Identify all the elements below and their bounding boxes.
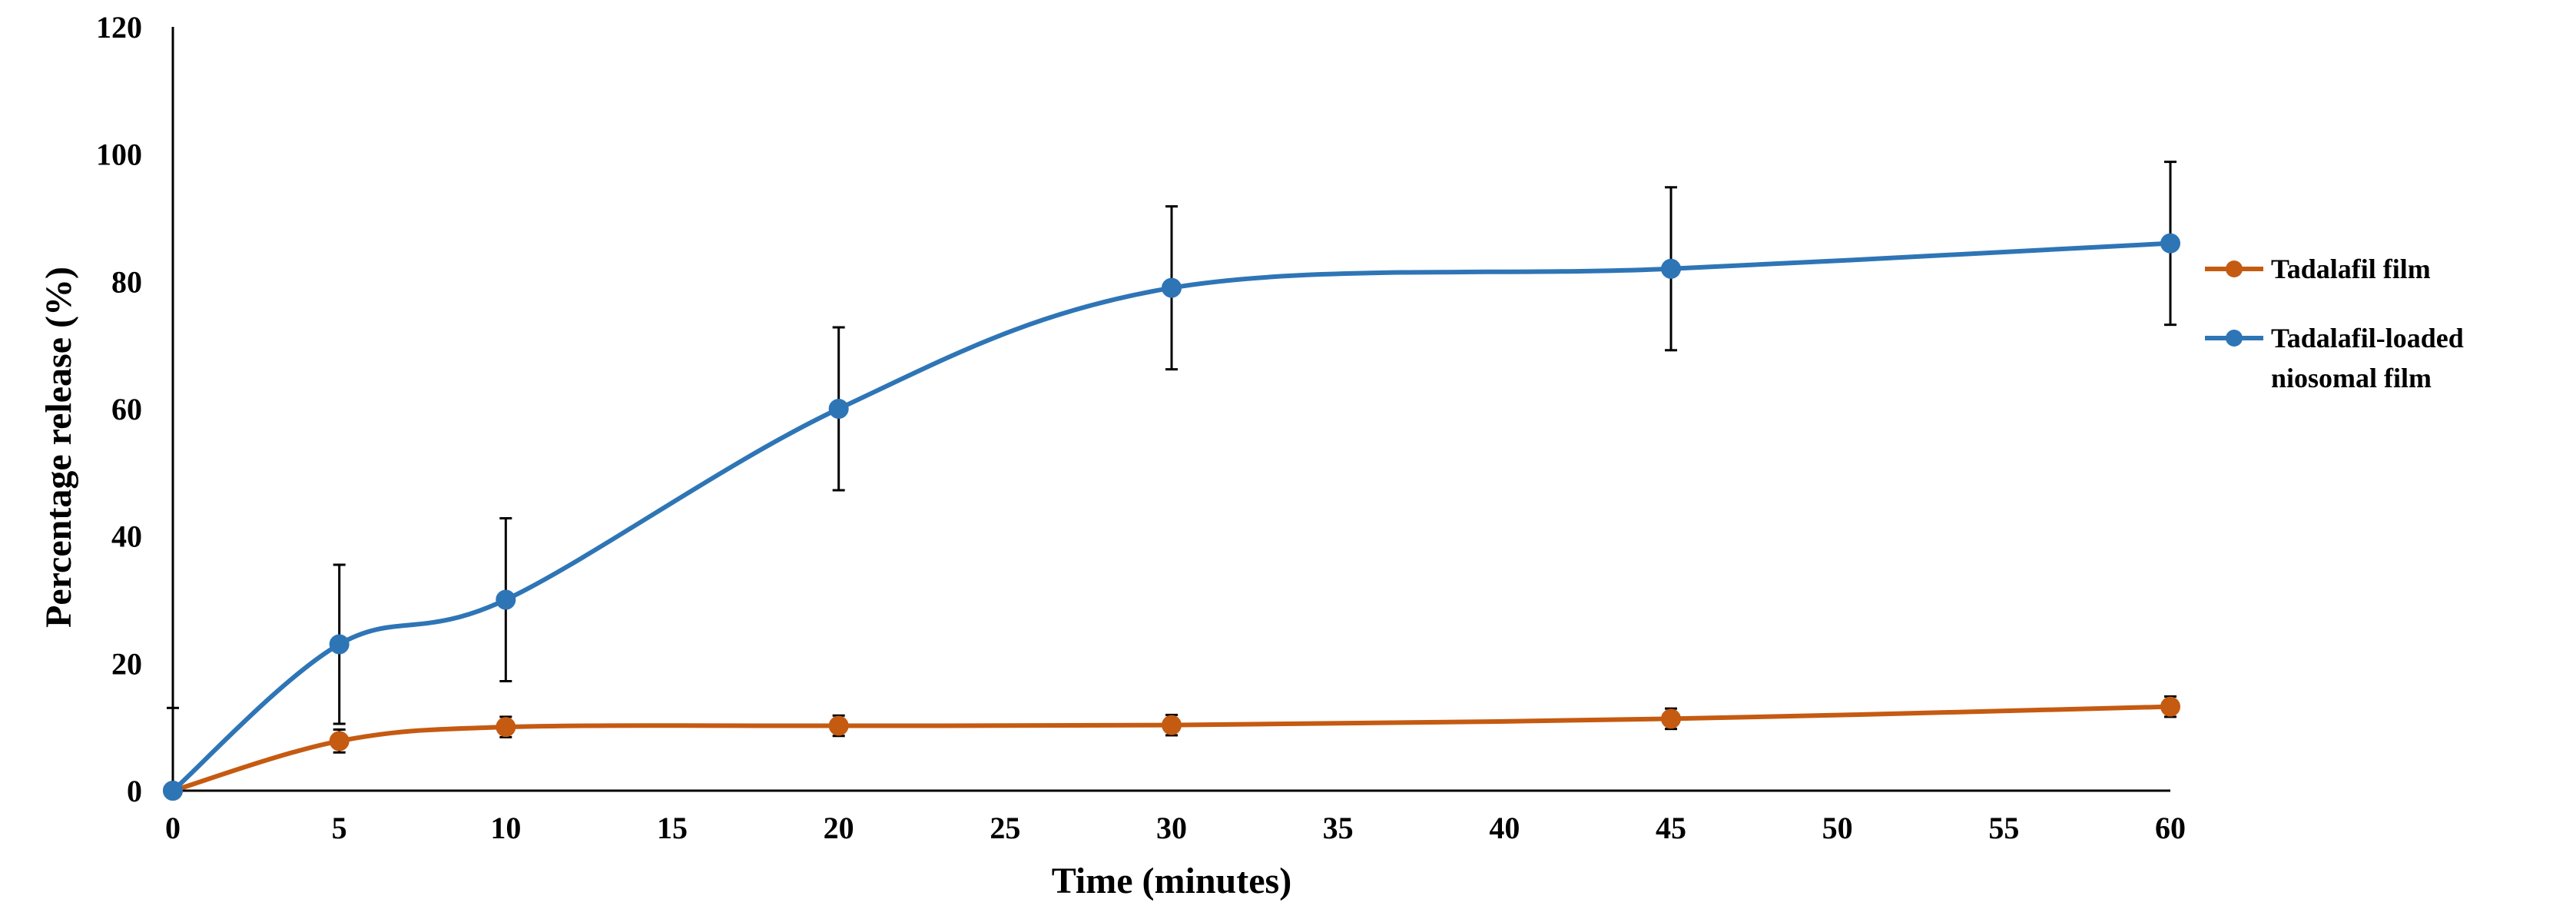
x-tick-label: 20 bbox=[824, 811, 854, 845]
legend-marker bbox=[2226, 260, 2243, 277]
x-tick-label: 40 bbox=[1489, 811, 1520, 845]
series-group bbox=[163, 695, 2180, 801]
y-tick-label: 80 bbox=[111, 264, 142, 299]
series-line bbox=[172, 704, 2171, 793]
axes bbox=[171, 27, 2170, 792]
data-point bbox=[496, 589, 516, 610]
legend-label: Tadalafil-loaded bbox=[2271, 323, 2464, 353]
y-tick-label: 0 bbox=[127, 774, 142, 808]
series-layer bbox=[163, 161, 2180, 801]
x-tick-label: 25 bbox=[990, 811, 1020, 845]
data-point bbox=[828, 399, 849, 419]
tick-labels: 0 20 40 60 80 100 120 0 5 10 15 20 25 30 35 40 45 50 55 60 bbox=[96, 10, 2186, 845]
data-point bbox=[329, 731, 350, 751]
y-tick-label: 40 bbox=[111, 519, 142, 554]
data-point bbox=[496, 717, 516, 738]
y-tick-label: 60 bbox=[111, 392, 142, 426]
legend-label: niosomal film bbox=[2271, 363, 2432, 393]
x-tick-label: 15 bbox=[657, 811, 688, 845]
legend-label: Tadalafil film bbox=[2271, 254, 2431, 284]
legend: Tadalafil film Tadalafil-loaded niosomal f… bbox=[2205, 254, 2464, 393]
series-group bbox=[163, 161, 2180, 801]
y-tick-label: 100 bbox=[96, 138, 142, 172]
x-tick-label: 60 bbox=[2155, 811, 2186, 845]
y-tick-label: 20 bbox=[111, 646, 142, 681]
x-tick-label: 0 bbox=[165, 811, 181, 845]
data-point bbox=[1661, 708, 1681, 729]
data-point bbox=[1162, 715, 1182, 735]
data-point bbox=[1661, 258, 1681, 279]
x-tick-label: 35 bbox=[1323, 811, 1354, 845]
data-point bbox=[2160, 233, 2180, 254]
x-tick-label: 30 bbox=[1156, 811, 1187, 845]
data-point bbox=[1162, 277, 1182, 298]
data-point bbox=[163, 781, 183, 801]
legend-marker bbox=[2226, 330, 2243, 347]
x-axis-title: Time (minutes) bbox=[1052, 861, 1291, 901]
data-point bbox=[2160, 696, 2180, 717]
x-tick-label: 50 bbox=[1822, 811, 1853, 845]
legend-item: Tadalafil-loaded niosomal film bbox=[2205, 323, 2464, 393]
x-tick-label: 55 bbox=[1988, 811, 2019, 845]
series-line bbox=[171, 241, 2171, 793]
x-tick-label: 45 bbox=[1656, 811, 1686, 845]
data-point bbox=[329, 634, 350, 655]
data-point bbox=[828, 715, 849, 736]
x-tick-label: 10 bbox=[490, 811, 521, 845]
legend-item: Tadalafil film bbox=[2205, 254, 2431, 284]
y-axis-title: Percentage release (%) bbox=[38, 267, 79, 628]
x-tick-label: 5 bbox=[332, 811, 347, 845]
y-tick-label: 120 bbox=[96, 10, 142, 45]
